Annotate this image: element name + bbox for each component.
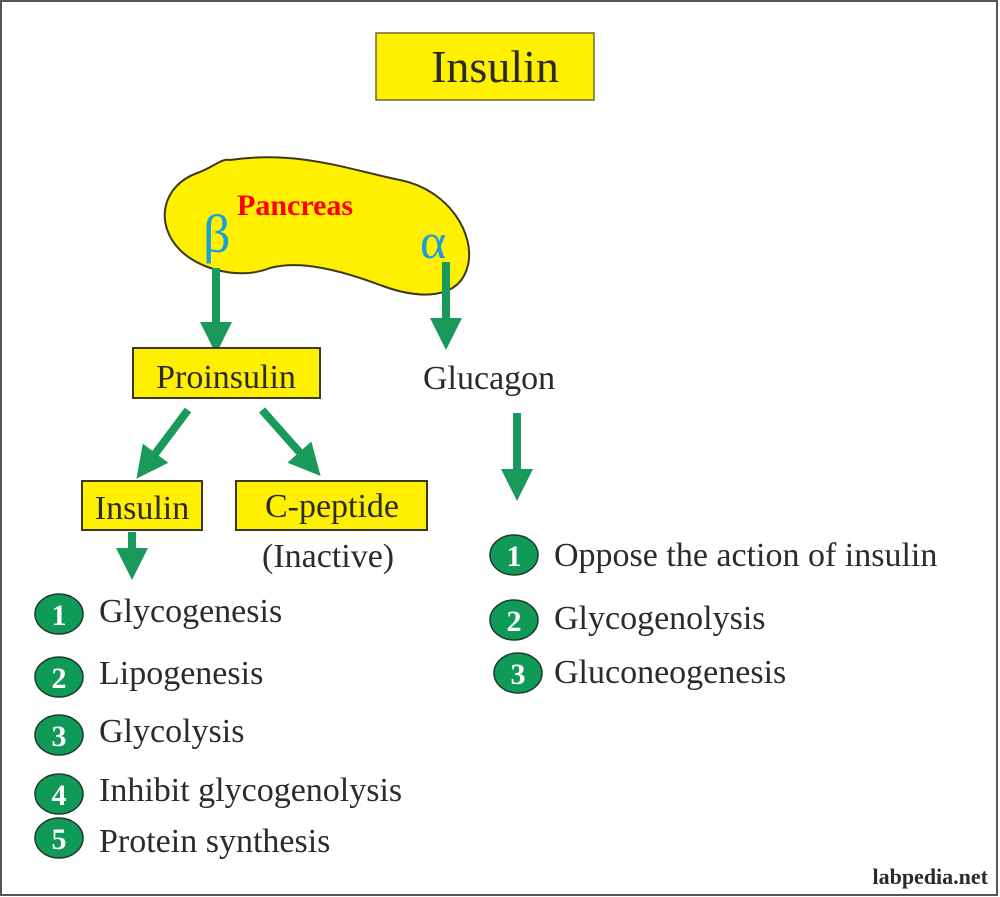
action-label: Inhibit glycogenolysis xyxy=(99,772,402,809)
number-badge xyxy=(493,652,543,694)
proinsulin-box: Proinsulin xyxy=(132,347,321,399)
svg-text:5: 5 xyxy=(52,823,67,856)
list-item: 4 Inhibit glycogenolysis xyxy=(34,772,402,815)
number-badge xyxy=(489,534,539,576)
alpha-cell-symbol: α xyxy=(420,213,446,269)
list-item: 2 Glycogenolysis xyxy=(489,599,766,641)
list-item: 1 Oppose the action of insulin xyxy=(489,534,937,576)
number-badge xyxy=(34,593,84,635)
list-item: 3 Glycolysis xyxy=(34,713,244,756)
arrow-proinsulin-to-insulin xyxy=(136,407,192,479)
insulin-box: Insulin xyxy=(81,480,203,531)
glucagon-label: Glucagon xyxy=(423,360,555,397)
action-label: Glycolysis xyxy=(99,713,244,750)
list-item: 2 Lipogenesis xyxy=(34,655,263,698)
svg-text:3: 3 xyxy=(511,658,526,691)
list-item: 5 Protein synthesis xyxy=(34,817,330,860)
action-label: Glycogenesis xyxy=(99,593,282,630)
number-badge xyxy=(34,656,84,698)
action-label: Protein synthesis xyxy=(99,823,330,860)
svg-text:1: 1 xyxy=(52,599,67,632)
cpeptide-note: (Inactive) xyxy=(262,538,394,575)
watermark: labpedia.net xyxy=(872,864,988,889)
number-badge xyxy=(34,773,84,815)
beta-cell-symbol: β xyxy=(203,204,230,264)
svg-text:1: 1 xyxy=(507,540,522,573)
action-label: Lipogenesis xyxy=(99,655,263,692)
number-badge xyxy=(489,599,539,641)
svg-text:2: 2 xyxy=(507,605,522,638)
title-box: Insulin xyxy=(375,32,595,101)
arrow-proinsulin-to-cpeptide xyxy=(259,407,321,476)
svg-text:2: 2 xyxy=(52,662,67,695)
number-badge xyxy=(34,714,84,756)
list-item: 1 Glycogenesis xyxy=(34,593,282,635)
action-label: Oppose the action of insulin xyxy=(554,537,937,574)
number-badge xyxy=(34,817,84,859)
cpeptide-label: C-peptide xyxy=(265,488,399,525)
page-title: Insulin xyxy=(431,41,559,92)
svg-text:4: 4 xyxy=(52,779,67,812)
action-label: Glycogenolysis xyxy=(554,600,766,637)
action-label: Gluconeogenesis xyxy=(554,654,786,691)
list-item: 3 Gluconeogenesis xyxy=(493,652,786,694)
glucagon-actions-list: 1 Oppose the action of insulin 2 Glycoge… xyxy=(489,534,937,694)
svg-text:3: 3 xyxy=(52,720,67,753)
insulin-box-label: Insulin xyxy=(95,490,189,527)
insulin-actions-list: 1 Glycogenesis 2 Lipogenesis 3 Glycolysi… xyxy=(34,593,402,860)
proinsulin-label: Proinsulin xyxy=(156,359,296,396)
pancreas-label: Pancreas xyxy=(237,189,353,222)
pancreas-shape: Pancreas β α xyxy=(163,156,471,296)
cpeptide-box: C-peptide xyxy=(235,480,428,531)
